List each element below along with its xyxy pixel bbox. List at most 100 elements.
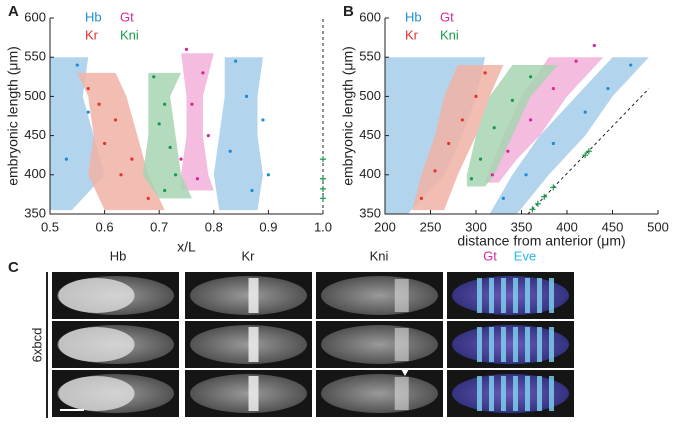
reference-point bbox=[585, 148, 592, 155]
band bbox=[142, 72, 192, 199]
column-label: Kni bbox=[370, 248, 389, 263]
expression bbox=[549, 278, 554, 313]
point bbox=[119, 173, 123, 177]
panel-letter: B bbox=[343, 3, 354, 20]
expression bbox=[513, 327, 518, 362]
legend-entry: Kni bbox=[120, 27, 139, 42]
expression bbox=[513, 376, 518, 411]
point bbox=[574, 59, 578, 63]
point bbox=[130, 157, 134, 161]
expression bbox=[489, 376, 494, 411]
point bbox=[506, 149, 510, 153]
y-tick-label: 550 bbox=[24, 49, 46, 64]
y-tick-label: 500 bbox=[24, 88, 46, 103]
point bbox=[184, 47, 189, 51]
point bbox=[478, 157, 483, 161]
expression bbox=[525, 327, 530, 362]
x-tick-label: 500 bbox=[647, 219, 669, 234]
point bbox=[190, 102, 194, 106]
point bbox=[152, 75, 156, 79]
band bbox=[412, 65, 504, 211]
panel-c: C Hb Kr Kni Gt Eve 6xbcd bbox=[8, 248, 536, 418]
expression bbox=[525, 376, 530, 411]
point bbox=[266, 173, 270, 177]
reference-point bbox=[529, 206, 536, 213]
panel-letter: A bbox=[8, 3, 19, 20]
point bbox=[201, 71, 205, 75]
expression bbox=[501, 376, 506, 411]
point bbox=[163, 102, 167, 106]
band bbox=[485, 57, 604, 183]
row-label: 6xbcd bbox=[29, 328, 44, 363]
y-tick-label: 400 bbox=[24, 166, 46, 181]
point bbox=[86, 86, 90, 91]
expression bbox=[537, 278, 542, 313]
legend-entry: Gt bbox=[120, 9, 134, 24]
point bbox=[583, 110, 587, 114]
point bbox=[75, 63, 79, 67]
column-label: Kr bbox=[242, 248, 256, 263]
x-tick-label: 200 bbox=[374, 219, 396, 234]
y-tick-label: 550 bbox=[359, 49, 381, 64]
band bbox=[489, 57, 649, 215]
point bbox=[97, 102, 101, 106]
point bbox=[206, 134, 210, 138]
point bbox=[510, 98, 514, 102]
column-label: Hb bbox=[110, 248, 127, 263]
expression bbox=[489, 327, 494, 362]
x-tick-label: 0.5 bbox=[41, 219, 59, 234]
legend-entry: Hb bbox=[405, 9, 422, 24]
point bbox=[551, 141, 555, 146]
band bbox=[77, 72, 165, 211]
point bbox=[146, 196, 150, 200]
point bbox=[529, 118, 533, 122]
point bbox=[492, 126, 496, 130]
reference-point bbox=[534, 200, 541, 207]
point bbox=[433, 169, 437, 173]
y-tick-label: 350 bbox=[359, 205, 381, 220]
y-tick-label: 450 bbox=[359, 127, 381, 142]
chart: Hb Gt Kr Kni 200 250 300 350 400 450 500 350 400 450 5… bbox=[340, 3, 669, 249]
merge-label: Eve bbox=[514, 248, 536, 263]
reference-point bbox=[320, 195, 326, 202]
point bbox=[103, 141, 107, 146]
point bbox=[501, 196, 505, 200]
band bbox=[181, 53, 214, 191]
y-axis-title: embryonic length (μm) bbox=[5, 46, 21, 186]
point bbox=[64, 157, 68, 161]
expression bbox=[501, 327, 506, 362]
expression bbox=[477, 327, 482, 362]
point bbox=[234, 59, 238, 63]
expression bbox=[537, 327, 542, 362]
reference-point bbox=[550, 184, 557, 191]
embryo bbox=[321, 374, 438, 413]
point bbox=[195, 177, 200, 181]
point bbox=[629, 63, 633, 67]
x-tick-label: 0.9 bbox=[259, 219, 277, 234]
y-tick-label: 400 bbox=[359, 166, 381, 181]
point bbox=[606, 86, 610, 91]
legend-entry: Gt bbox=[440, 9, 454, 24]
x-tick-label: 1.0 bbox=[314, 219, 332, 234]
point bbox=[460, 118, 464, 122]
expression bbox=[394, 279, 409, 312]
point bbox=[469, 177, 474, 181]
legend-entry: Hb bbox=[85, 9, 102, 24]
expression bbox=[58, 278, 135, 313]
point bbox=[113, 118, 118, 122]
point bbox=[157, 122, 161, 126]
reference-point bbox=[320, 156, 326, 163]
band bbox=[213, 57, 263, 211]
merge-label: Gt bbox=[483, 248, 497, 263]
point bbox=[261, 118, 265, 122]
point bbox=[163, 188, 167, 193]
reference-point bbox=[582, 152, 589, 159]
expression bbox=[525, 278, 530, 313]
expression bbox=[394, 377, 409, 410]
panel-letter: C bbox=[8, 259, 19, 276]
chart: Hb Gt Kr Kni 0.5 0.6 0.7 0.8 0.9 1.0 350 400 450 500 5… bbox=[5, 3, 332, 255]
expression bbox=[58, 376, 135, 411]
y-tick-label: 600 bbox=[24, 9, 46, 24]
expression bbox=[537, 376, 542, 411]
expression bbox=[489, 278, 494, 313]
